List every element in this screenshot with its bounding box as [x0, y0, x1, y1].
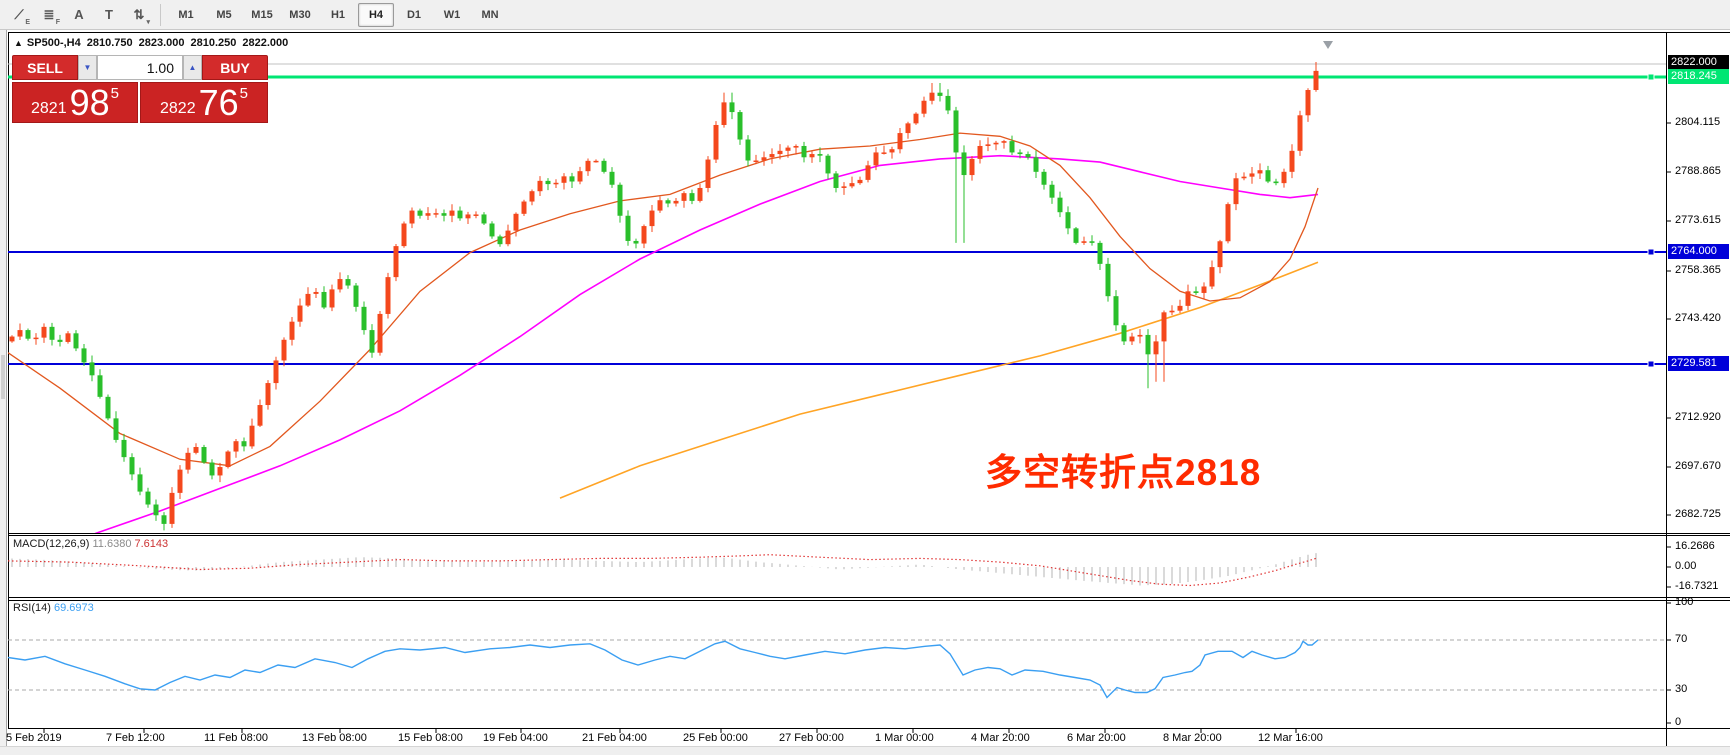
volume-increase-button[interactable]: ▲: [183, 55, 202, 80]
macd-axis-label: 0.00: [1675, 560, 1697, 572]
price-tick-label: 2682.725: [1675, 508, 1721, 520]
collapse-triangle-icon[interactable]: ▲: [14, 38, 23, 48]
price-badge: 2764.000: [1668, 244, 1729, 259]
timeframe-m1-button[interactable]: M1: [178, 8, 194, 21]
price-badge: 2822.000: [1668, 55, 1729, 70]
time-axis-label: 21 Feb 04:00: [582, 732, 647, 744]
buy-price-pip: 5: [239, 85, 248, 102]
ohlc-open: 2810.750: [86, 37, 133, 49]
sell-price-pip: 5: [110, 85, 119, 102]
price-badge: 2818.245: [1668, 69, 1729, 84]
timeframe-mn-button[interactable]: MN: [481, 8, 499, 21]
macd-axis-label: 16.2686: [1675, 540, 1715, 552]
time-axis-label: 6 Mar 20:00: [1067, 732, 1126, 744]
timeframe-m5-button[interactable]: M5: [216, 8, 232, 21]
buy-button[interactable]: BUY: [202, 55, 268, 80]
equidistant-channel-tool-icon[interactable]: ⟋ E: [14, 6, 30, 26]
timeframe-m30-button[interactable]: M30: [289, 8, 311, 21]
timeframe-h1-button[interactable]: H1: [330, 8, 346, 21]
price-tick-label: 2773.615: [1675, 214, 1721, 226]
volume-decrease-button[interactable]: ▼: [78, 55, 97, 80]
sell-price-integer: 2821: [31, 100, 67, 117]
fibonacci-tool-icon[interactable]: ≣ F: [43, 6, 60, 26]
time-axis-label: 11 Feb 08:00: [204, 732, 269, 744]
ohlc-close: 2822.000: [242, 37, 289, 49]
macd-axis-label: -16.7321: [1675, 580, 1719, 592]
timeframe-h4-button[interactable]: H4: [358, 2, 394, 27]
rsi-axis-label: 100: [1675, 596, 1694, 608]
price-tick-label: 2712.920: [1675, 411, 1721, 423]
time-axis-label: 15 Feb 08:00: [398, 732, 463, 744]
time-axis-label: 4 Mar 20:00: [971, 732, 1030, 744]
annotation-text: 多空转折点2818: [985, 452, 1262, 493]
time-axis-label: 13 Feb 08:00: [302, 732, 367, 744]
time-axis-label: 27 Feb 00:00: [779, 732, 844, 744]
sell-price-fraction: 98: [69, 82, 110, 123]
time-axis-label: 7 Feb 12:00: [106, 732, 165, 744]
label-tool-icon[interactable]: A: [74, 7, 84, 22]
one-click-trading-panel: SELL ▼ 1.00 ▲ BUY 2821 98 5 2822 76 5: [12, 55, 268, 123]
price-tick-label: 2804.115: [1675, 116, 1721, 128]
buy-price-tile[interactable]: 2822 76 5: [140, 82, 268, 123]
timeframe-w1-button[interactable]: W1: [443, 8, 461, 21]
time-axis-label: 12 Mar 16:00: [1258, 732, 1323, 744]
timeframe-d1-button[interactable]: D1: [406, 8, 422, 21]
price-badge: 2729.581: [1668, 356, 1729, 371]
volume-input[interactable]: 1.00: [97, 55, 183, 80]
macd-label: MACD(12,26,9) 11.6380 7.6143: [13, 538, 168, 550]
price-tick-label: 2758.365: [1675, 264, 1721, 276]
timeframe-bar: M1 M5 M15 M30 H1 H4 D1 W1 MN: [167, 2, 509, 27]
buy-price-integer: 2822: [160, 100, 196, 117]
macd-name: MACD(12,26,9): [13, 538, 90, 550]
rsi-label: RSI(14) 69.6973: [13, 602, 94, 614]
splitter-handle[interactable]: [1, 355, 5, 399]
price-tick-label: 2788.865: [1675, 165, 1721, 177]
left-rail: [0, 30, 7, 746]
buy-price-fraction: 76: [198, 82, 239, 123]
rsi-axis-label: 70: [1675, 633, 1688, 645]
drawing-tools: ⟋ E ≣ F A T ⇅ ▾: [4, 2, 154, 28]
time-axis-label: 5 Feb 2019: [6, 732, 62, 744]
time-axis-label: 19 Feb 04:00: [483, 732, 548, 744]
price-tick-label: 2697.670: [1675, 460, 1721, 472]
timeframe-m15-button[interactable]: M15: [251, 8, 273, 21]
toolbar: ⟋ E ≣ F A T ⇅ ▾ M1 M5 M15 M30 H1 H4 D1 W1 MN: [0, 0, 1730, 30]
rsi-axis-label: 30: [1675, 683, 1688, 695]
macd-main-value: 11.6380: [92, 538, 132, 550]
time-axis-label: 8 Mar 20:00: [1163, 732, 1222, 744]
sell-price-tile[interactable]: 2821 98 5: [12, 82, 138, 123]
chart-header: ▲ SP500-,H4 2810.750 2823.000 2810.250 2822.0…: [14, 37, 294, 49]
text-tool-icon[interactable]: T: [105, 7, 113, 22]
rsi-name: RSI(14): [13, 602, 51, 614]
status-strip: [0, 746, 1730, 755]
ohlc-high: 2823.000: [138, 37, 185, 49]
arrows-tool-icon[interactable]: ⇅ ▾: [133, 6, 150, 26]
ohlc-low: 2810.250: [190, 37, 237, 49]
sell-button[interactable]: SELL: [12, 55, 78, 80]
rsi-value: 69.6973: [53, 602, 94, 614]
macd-signal-value: 7.6143: [134, 538, 169, 550]
toolbar-separator: [160, 3, 161, 26]
rsi-axis-label: 0: [1675, 716, 1682, 728]
time-axis-label: 1 Mar 00:00: [875, 732, 934, 744]
price-tick-label: 2743.420: [1675, 312, 1721, 324]
time-axis-label: 25 Feb 00:00: [683, 732, 748, 744]
chart-window: [8, 30, 1730, 755]
symbol-title: SP500-,H4: [26, 37, 81, 49]
